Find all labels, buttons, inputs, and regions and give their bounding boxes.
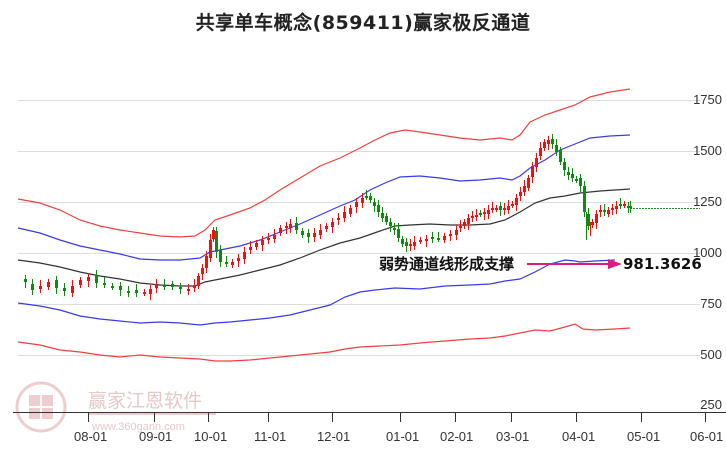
y-tick-250: 250 [700,397,722,412]
y-tick-1750: 1750 [693,92,722,107]
outer-lower-band [17,323,631,362]
annotation-text: 弱势通道线形成支撑 [379,255,514,273]
y-axis: 1750 1500 1250 1000 750 500 250 [693,92,722,412]
y-tick-500: 500 [700,347,722,362]
candlesticks [24,134,632,300]
x-tick-06-01: 06-01 [690,429,723,444]
support-annotation: 弱势通道线形成支撑 981.3626 [379,255,702,273]
y-tick-1500: 1500 [693,143,722,158]
watermark-brand: 赢家江恩软件 [88,390,202,412]
x-axis: 08-01 09-01 10-01 11-01 12-01 01-01 02-0… [13,412,726,444]
x-tick-09-01: 09-01 [139,429,172,444]
watermark-url: www.360gann.com [91,421,185,433]
y-tick-1000: 1000 [693,245,722,260]
x-tick-04-01: 04-01 [562,429,595,444]
inner-lower-band [17,259,616,326]
x-tick-01-01: 01-01 [386,429,419,444]
watermark: 赢家江恩软件 www.360gann.com [15,381,216,433]
x-tick-02-01: 02-01 [440,429,473,444]
x-tick-10-01: 10-01 [194,429,227,444]
inner-upper-band [17,134,631,261]
y-tick-750: 750 [700,296,722,311]
x-tick-03-01: 03-01 [496,429,529,444]
chart-title: 共享单车概念(859411)赢家极反通道 [195,12,531,34]
x-tick-08-01: 08-01 [74,429,107,444]
outer-upper-band [17,88,631,238]
x-tick-11-01: 11-01 [254,429,286,444]
middle-line [17,188,631,287]
y-tick-1250: 1250 [693,194,722,209]
gridlines [18,100,700,356]
annotation-value: 981.3626 [623,255,702,273]
x-tick-12-01: 12-01 [317,429,350,444]
x-tick-05-01: 05-01 [627,429,660,444]
